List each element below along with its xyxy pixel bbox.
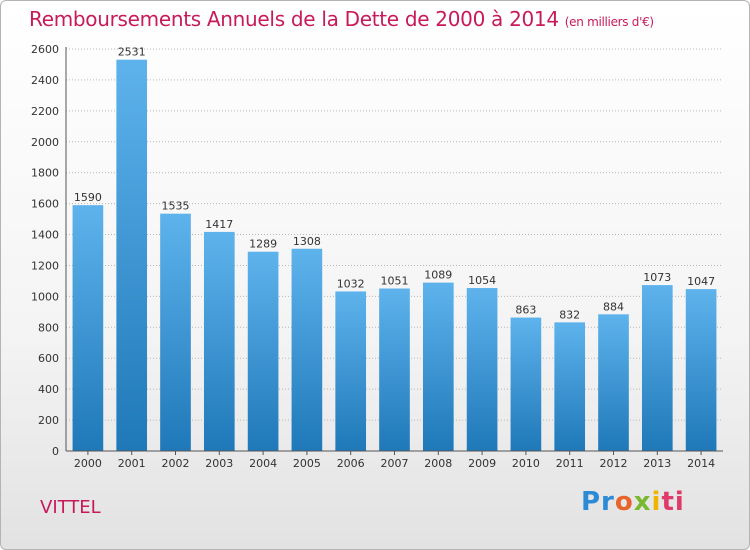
x-tick-label: 2002 xyxy=(162,457,190,470)
y-tick-label: 2400 xyxy=(31,74,59,87)
bar-value-label: 832 xyxy=(559,308,580,321)
y-tick-label: 1400 xyxy=(31,229,59,242)
y-tick-label: 2200 xyxy=(31,105,59,118)
bar-value-label: 1051 xyxy=(381,274,409,287)
y-tick-label: 1000 xyxy=(31,290,59,303)
y-tick-label: 200 xyxy=(38,414,59,427)
x-tick-label: 2003 xyxy=(205,457,233,470)
bar-value-label: 1289 xyxy=(249,238,277,251)
x-tick-label: 2009 xyxy=(468,457,496,470)
x-tick-label: 2008 xyxy=(424,457,452,470)
x-tick-label: 2000 xyxy=(74,457,102,470)
bar-2005[interactable] xyxy=(291,248,323,451)
commune-name: VITTEL xyxy=(40,497,101,518)
bar-value-label: 2531 xyxy=(118,46,146,59)
bar-value-label: 1032 xyxy=(337,277,365,290)
y-tick-label: 2600 xyxy=(31,43,59,56)
logo-part-1: Pr xyxy=(581,487,615,517)
axes: 0 200 400 600 800 1000 1200 1400 1600 1800 2000 220… xyxy=(31,43,723,470)
x-tick-label: 2007 xyxy=(381,457,409,470)
bar-value-label: 1535 xyxy=(162,200,190,213)
x-tick-label: 2012 xyxy=(600,457,628,470)
bar-2001[interactable] xyxy=(116,59,148,452)
y-tick-label: 400 xyxy=(38,383,59,396)
logo-part-3: x xyxy=(633,487,652,517)
y-tick-label: 1800 xyxy=(31,167,59,180)
bar-value-label: 863 xyxy=(515,304,536,317)
bar-2014[interactable] xyxy=(685,289,717,451)
bar-2002[interactable] xyxy=(160,213,191,451)
bar-value-label: 1054 xyxy=(468,274,496,287)
bar-value-label: 1590 xyxy=(74,191,102,204)
bar-2007[interactable] xyxy=(379,288,410,451)
logo-part-5: ti xyxy=(661,487,685,517)
chart-title: Remboursements Annuels de la Dette de 20… xyxy=(29,7,654,31)
bar-2013[interactable] xyxy=(641,285,673,451)
unit-note: (en milliers d'€) xyxy=(564,15,654,29)
bars: 1590 2531 1535 1417 1289 1308 1032 1051 1089 1054… xyxy=(72,46,717,452)
y-tick-label: 1200 xyxy=(31,259,59,272)
bar-2003[interactable] xyxy=(203,231,235,451)
bar-2012[interactable] xyxy=(598,314,629,451)
bar-value-label: 1308 xyxy=(293,235,321,248)
x-tick-label: 2006 xyxy=(337,457,365,470)
bar-value-label: 884 xyxy=(603,300,624,313)
x-tick-label: 2004 xyxy=(249,457,277,470)
bar-2004[interactable] xyxy=(247,251,279,451)
bar-2009[interactable] xyxy=(466,288,498,451)
bar-value-label: 1073 xyxy=(643,271,671,284)
bar-2010[interactable] xyxy=(510,317,542,451)
x-tick-label: 2001 xyxy=(118,457,146,470)
bar-2011[interactable] xyxy=(554,322,586,451)
bar-2000[interactable] xyxy=(72,205,104,451)
y-tick-label: 600 xyxy=(38,352,59,365)
logo-part-4: i xyxy=(651,487,662,517)
y-tick-label: 800 xyxy=(38,321,59,334)
bar-value-label: 1089 xyxy=(424,269,452,282)
x-tick-label: 2014 xyxy=(687,457,715,470)
bar-value-label: 1417 xyxy=(205,218,233,231)
bar-value-label: 1047 xyxy=(687,275,715,288)
x-tick-label: 2013 xyxy=(643,457,671,470)
logo-part-2: o xyxy=(614,487,634,517)
y-tick-label: 2000 xyxy=(31,136,59,149)
x-tick-label: 2011 xyxy=(556,457,584,470)
x-tick-label: 2010 xyxy=(512,457,540,470)
y-tick-label: 1600 xyxy=(31,198,59,211)
x-tick-label: 2005 xyxy=(293,457,321,470)
y-tick-label: 0 xyxy=(52,445,59,458)
chart-title-text: Remboursements Annuels de la Dette de 20… xyxy=(29,7,559,31)
proxiti-logo[interactable]: Proxiti xyxy=(581,487,685,517)
bar-2006[interactable] xyxy=(335,291,367,451)
bar-2008[interactable] xyxy=(422,282,454,451)
